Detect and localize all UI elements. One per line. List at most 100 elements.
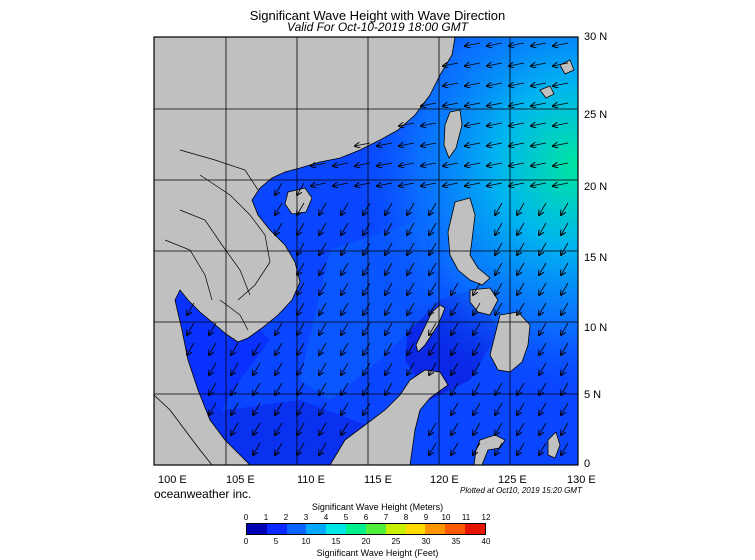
wave-arrow <box>553 103 569 106</box>
wave-arrow <box>377 143 393 146</box>
wave-arrow <box>319 422 327 435</box>
wave-arrow <box>341 302 349 315</box>
colorbar-swatch <box>286 524 307 534</box>
wave-arrow <box>561 442 569 455</box>
wave-arrow <box>517 242 525 255</box>
lat-label-5n: 5 N <box>584 389 602 401</box>
wave-arrow <box>561 342 569 355</box>
wave-arrow <box>465 103 481 106</box>
halmahera-island <box>547 431 561 459</box>
colorbar-swatch <box>306 524 327 534</box>
wave-arrow <box>385 342 393 355</box>
colorbar-feet-tick: 20 <box>361 537 371 546</box>
wave-arrow <box>539 322 547 335</box>
wave-arrow <box>539 282 547 295</box>
lat-label-30n: 30 N <box>584 31 608 43</box>
wave-arrow <box>319 382 327 395</box>
wave-arrow <box>209 402 217 415</box>
wave-arrow <box>531 123 547 126</box>
lon-label-125e: 125 E <box>498 474 527 486</box>
wave-arrow <box>553 43 569 46</box>
wave-arrow <box>253 382 261 395</box>
wave-arrow <box>465 63 481 66</box>
wave-arrow <box>539 342 547 355</box>
wave-arrow <box>297 322 305 335</box>
wave-arrow <box>539 242 547 255</box>
wave-arrow <box>421 103 437 106</box>
wave-arrow <box>451 442 459 455</box>
chart-title: Significant Wave Height with Wave Direct… <box>249 8 506 23</box>
wave-arrow <box>275 342 283 355</box>
wave-arrow <box>341 202 349 215</box>
wave-arrow <box>209 342 217 355</box>
wave-arrow <box>363 362 371 375</box>
wave-arrow <box>539 202 547 215</box>
wave-arrow <box>531 183 547 186</box>
wave-arrow <box>429 442 437 455</box>
colorbar-swatch <box>445 524 466 534</box>
map-frame <box>153 36 579 466</box>
wave-arrow <box>275 202 283 215</box>
wave-arrow <box>531 43 547 46</box>
wave-arrow <box>509 123 525 126</box>
wave-arrow <box>473 362 481 375</box>
wave-arrow <box>553 83 569 86</box>
wave-arrow <box>297 222 305 235</box>
wave-arrow <box>517 282 525 295</box>
wave-arrow <box>517 442 525 455</box>
wave-arrow <box>319 282 327 295</box>
colorbar-feet-title: Significant Wave Height (Feet) <box>316 548 439 558</box>
lat-label-0: 0 <box>584 458 591 470</box>
wave-arrow <box>399 123 415 126</box>
wave-arrow <box>531 83 547 86</box>
wave-arrow <box>385 302 393 315</box>
wave-arrow <box>451 402 459 415</box>
wave-arrow <box>509 103 525 106</box>
wave-arrow <box>187 322 195 335</box>
wave-arrow <box>355 163 371 166</box>
colorbar-meters-tick: 9 <box>423 513 429 522</box>
lon-label-100e: 100 E <box>158 474 187 486</box>
wave-arrow <box>377 183 393 186</box>
wave-arrow <box>465 163 481 166</box>
wave-arrow <box>561 402 569 415</box>
colorbar-swatch <box>385 524 406 534</box>
wave-arrow <box>451 342 459 355</box>
wave-arrow <box>341 242 349 255</box>
wave-arrow <box>495 242 503 255</box>
colorbar-meters-tick: 1 <box>263 513 269 522</box>
wave-arrow <box>509 143 525 146</box>
wave-arrow <box>473 302 481 315</box>
wave-arrow <box>429 342 437 355</box>
wave-arrow <box>561 262 569 275</box>
wave-arrow <box>495 202 503 215</box>
wave-arrow <box>443 83 459 86</box>
colorbar-meters-title: Significant Wave Height (Meters) <box>311 502 444 512</box>
wave-arrow <box>297 202 305 215</box>
wave-arrow <box>407 282 415 295</box>
wave-arrow <box>275 422 283 435</box>
colorbar-feet-tick: 35 <box>451 537 461 546</box>
colorbar-swatch <box>425 524 446 534</box>
wave-arrow <box>377 163 393 166</box>
wave-arrow <box>253 422 261 435</box>
wave-arrow <box>399 163 415 166</box>
wave-arrow <box>297 302 305 315</box>
wave-arrow <box>473 442 481 455</box>
wave-arrow <box>451 322 459 335</box>
wave-arrow <box>187 302 195 315</box>
wave-arrow <box>561 302 569 315</box>
wave-arrow <box>429 202 437 215</box>
wave-arrow <box>319 262 327 275</box>
wave-arrow <box>553 63 569 66</box>
wave-arrow <box>253 402 261 415</box>
colorbar-meters-tick: 3 <box>303 513 309 522</box>
colorbar-meters-tick: 12 <box>481 513 491 522</box>
wave-arrow <box>297 182 305 195</box>
wave-arrow <box>355 143 371 146</box>
wave-arrow <box>517 422 525 435</box>
wave-arrow <box>355 183 371 186</box>
colorbar-swatch <box>405 524 426 534</box>
colorbar-feet-tick: 0 <box>243 537 249 546</box>
colorbar-feet-tick: 5 <box>273 537 279 546</box>
